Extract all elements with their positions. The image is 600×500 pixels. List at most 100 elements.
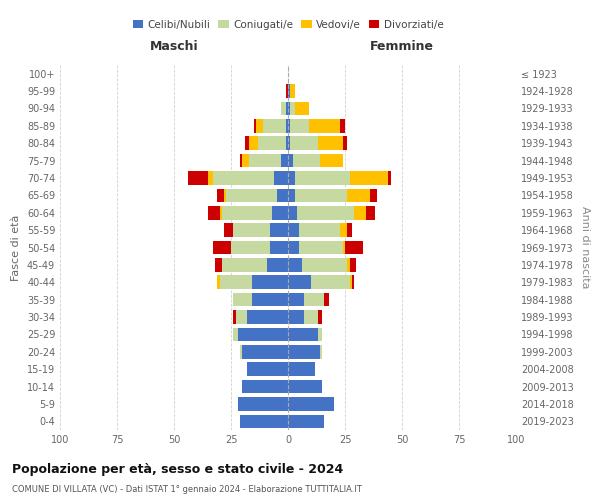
Bar (288, 206, 297, 220)
Bar (249, 154, 281, 168)
Bar (247, 310, 288, 324)
Bar (299, 240, 343, 254)
Bar (304, 310, 317, 324)
Bar (288, 345, 320, 358)
Bar (281, 102, 286, 115)
Bar (352, 276, 354, 289)
Bar (233, 310, 236, 324)
Text: Maschi: Maschi (149, 40, 199, 53)
Bar (277, 188, 288, 202)
Bar (340, 119, 345, 132)
Bar (259, 136, 286, 150)
Bar (290, 136, 317, 150)
Bar (188, 171, 208, 185)
Bar (236, 310, 247, 324)
Bar (288, 310, 304, 324)
Bar (340, 224, 347, 237)
Bar (317, 328, 322, 341)
Bar (288, 276, 311, 289)
Bar (295, 188, 347, 202)
Bar (288, 171, 295, 185)
Bar (213, 240, 231, 254)
Bar (238, 397, 288, 410)
Bar (231, 240, 270, 254)
Bar (290, 119, 308, 132)
Bar (297, 206, 354, 220)
Bar (245, 136, 249, 150)
Bar (233, 328, 238, 341)
Bar (317, 136, 343, 150)
Bar (238, 328, 288, 341)
Bar (288, 397, 334, 410)
Bar (288, 84, 290, 98)
Bar (222, 258, 268, 272)
Bar (220, 276, 251, 289)
Text: COMUNE DI VILLATA (VC) - Dati ISTAT 1° gennaio 2024 - Elaborazione TUTTITALIA.IT: COMUNE DI VILLATA (VC) - Dati ISTAT 1° g… (12, 485, 362, 494)
Bar (247, 362, 288, 376)
Bar (343, 136, 347, 150)
Bar (288, 293, 304, 306)
Bar (217, 188, 224, 202)
Bar (233, 224, 270, 237)
Bar (251, 276, 288, 289)
Bar (217, 276, 220, 289)
Bar (370, 188, 377, 202)
Bar (288, 154, 293, 168)
Bar (208, 206, 220, 220)
Bar (288, 188, 295, 202)
Text: Popolazione per età, sesso e stato civile - 2024: Popolazione per età, sesso e stato civil… (12, 462, 343, 475)
Bar (350, 171, 388, 185)
Bar (242, 154, 249, 168)
Bar (320, 345, 322, 358)
Bar (325, 293, 329, 306)
Bar (256, 119, 263, 132)
Bar (302, 258, 347, 272)
Bar (295, 102, 308, 115)
Bar (249, 136, 259, 150)
Bar (274, 171, 288, 185)
Bar (270, 240, 288, 254)
Bar (224, 188, 226, 202)
Bar (215, 258, 222, 272)
Bar (286, 102, 288, 115)
Bar (286, 136, 288, 150)
Bar (224, 224, 233, 237)
Bar (286, 84, 288, 98)
Bar (347, 224, 352, 237)
Bar (293, 154, 320, 168)
Bar (263, 119, 286, 132)
Bar (288, 258, 302, 272)
Bar (222, 206, 272, 220)
Bar (290, 84, 295, 98)
Bar (365, 206, 374, 220)
Y-axis label: Fasce di età: Fasce di età (11, 214, 21, 280)
Bar (272, 206, 288, 220)
Y-axis label: Anni di nascita: Anni di nascita (580, 206, 590, 289)
Bar (350, 258, 356, 272)
Bar (290, 102, 295, 115)
Bar (288, 136, 290, 150)
Bar (226, 188, 277, 202)
Bar (240, 345, 242, 358)
Bar (208, 171, 213, 185)
Bar (288, 362, 316, 376)
Bar (304, 293, 325, 306)
Bar (281, 154, 288, 168)
Bar (254, 119, 256, 132)
Bar (345, 240, 363, 254)
Bar (299, 224, 340, 237)
Bar (288, 380, 322, 394)
Legend: Celibi/Nubili, Coniugati/e, Vedovi/e, Divorziati/e: Celibi/Nubili, Coniugati/e, Vedovi/e, Di… (128, 16, 448, 34)
Bar (350, 276, 352, 289)
Bar (295, 171, 350, 185)
Bar (354, 206, 365, 220)
Bar (233, 293, 251, 306)
Bar (288, 119, 290, 132)
Bar (308, 119, 340, 132)
Bar (288, 102, 290, 115)
Bar (388, 171, 391, 185)
Bar (251, 293, 288, 306)
Bar (317, 310, 322, 324)
Bar (347, 258, 350, 272)
Bar (286, 119, 288, 132)
